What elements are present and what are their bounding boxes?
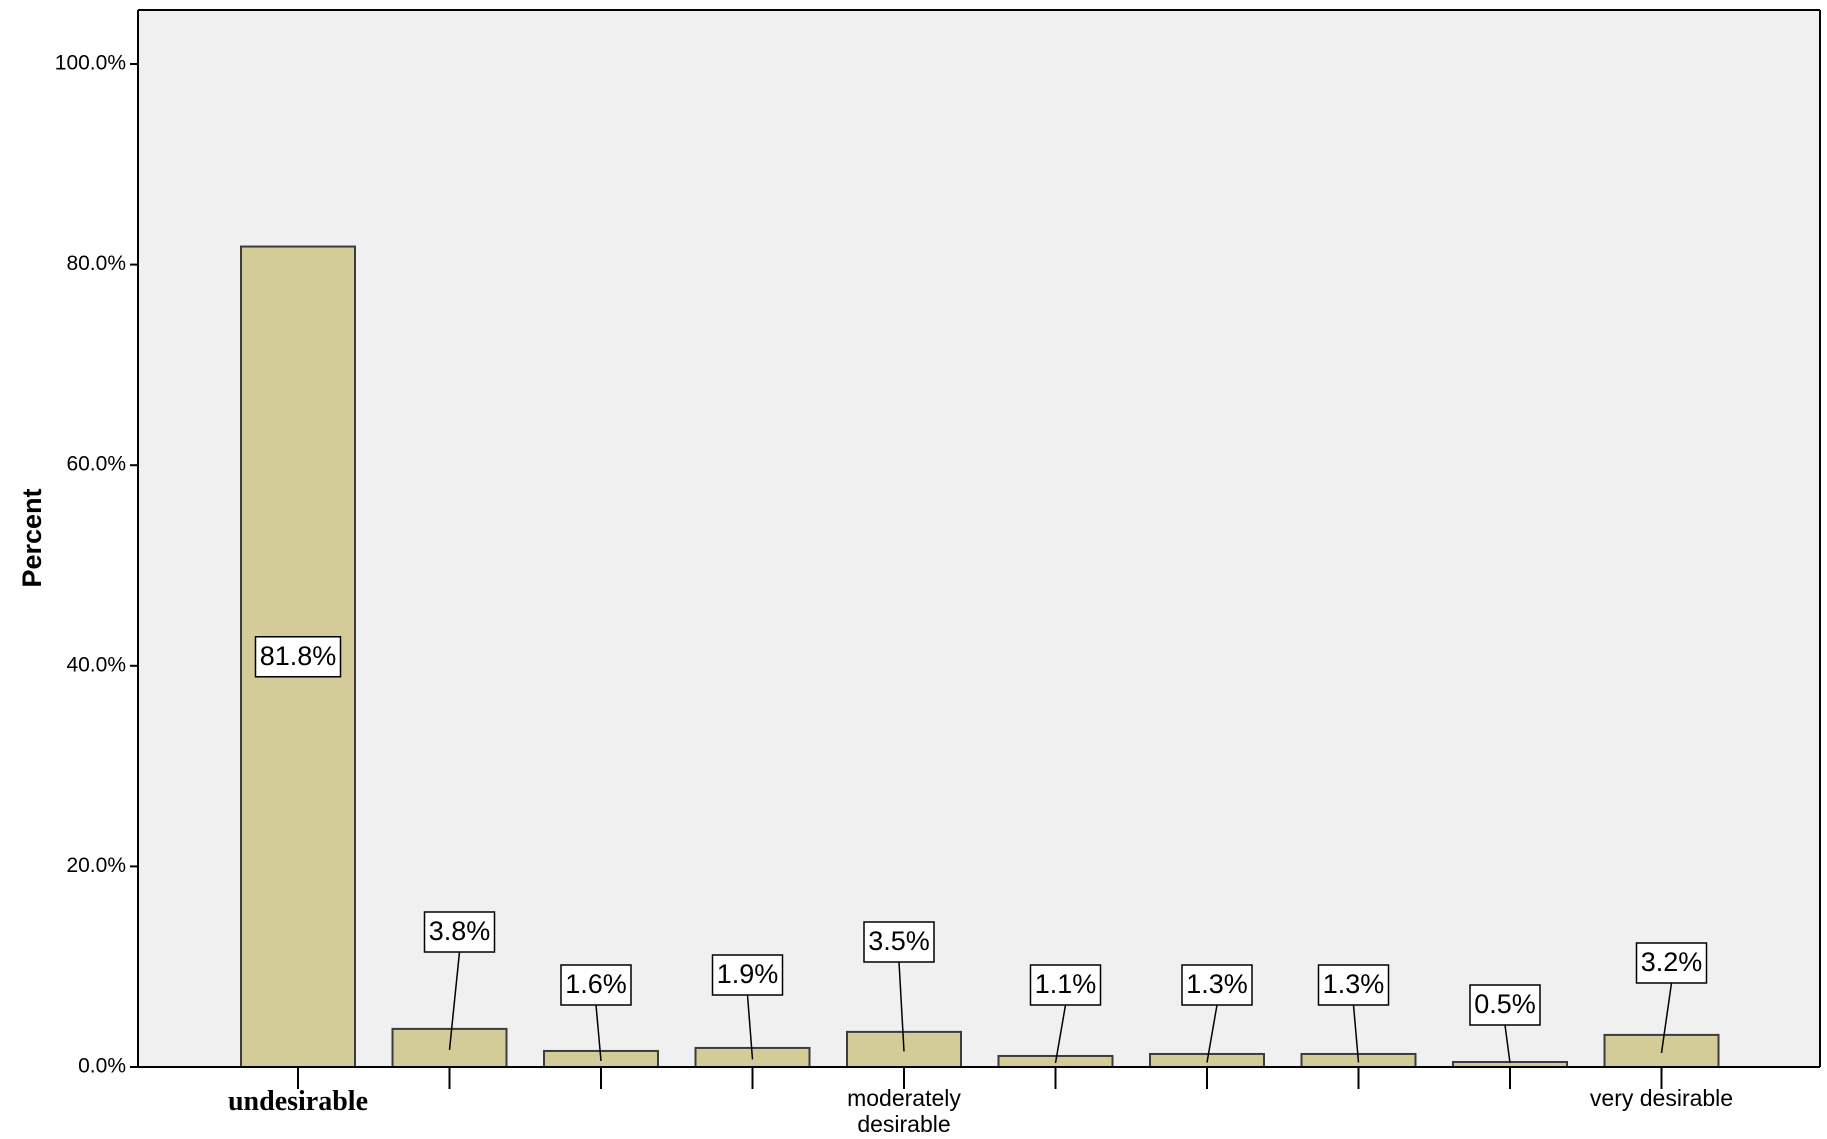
- data-label: 81.8%: [260, 641, 337, 671]
- data-label: 3.5%: [868, 926, 930, 956]
- x-category-label: undesirable: [228, 1086, 368, 1117]
- data-label: 1.3%: [1323, 969, 1385, 999]
- data-label-leader: [1504, 1024, 1511, 1064]
- data-label: 3.2%: [1641, 947, 1703, 977]
- data-label-leader: [595, 1004, 602, 1062]
- data-label-box: [863, 921, 935, 963]
- data-label: 3.8%: [429, 916, 491, 946]
- data-label-box: [423, 911, 496, 953]
- data-label-box: [254, 636, 342, 678]
- x-category-label: moderately desirable: [847, 1085, 961, 1137]
- y-tick-label: 100.0%: [55, 52, 126, 75]
- data-label-box: [1635, 942, 1708, 984]
- data-label-box: [1181, 964, 1253, 1006]
- y-tick-label: 80.0%: [66, 252, 126, 275]
- data-label-leader: [898, 961, 905, 1052]
- data-label: 1.3%: [1186, 969, 1248, 999]
- y-tick-label: 40.0%: [66, 653, 126, 676]
- y-tick-label: 20.0%: [66, 854, 126, 877]
- data-label-leader: [448, 951, 461, 1051]
- data-label: 0.5%: [1474, 989, 1536, 1019]
- data-label-box: [711, 954, 784, 996]
- data-label-leader: [1352, 1004, 1360, 1063]
- data-label-leader: [746, 994, 754, 1060]
- data-label-box: [1469, 984, 1541, 1026]
- data-label: 1.9%: [717, 959, 779, 989]
- x-ticks-group: undesirable moderately desirable very desir…: [228, 1067, 1733, 1137]
- y-axis-label: Percent: [17, 488, 47, 587]
- y-tick-label: 0.0%: [78, 1055, 126, 1078]
- data-label-leader: [1206, 1004, 1218, 1063]
- data-label-box: [1029, 964, 1102, 1006]
- data-label-box: [1317, 964, 1390, 1006]
- y-tick-label: 60.0%: [66, 453, 126, 476]
- data-label: 1.6%: [565, 969, 627, 999]
- data-label-leader: [1054, 1004, 1067, 1064]
- data-labels-group: 81.8% 3.8% 1.6% 1.9% 3.5% 1.1% 1.3% 1.3% 0.5% 3.2…: [254, 636, 1708, 1064]
- data-label-box: [560, 964, 632, 1006]
- plot-area: [138, 10, 1820, 1067]
- x-category-label: very desirable: [1590, 1085, 1733, 1111]
- data-label: 1.1%: [1035, 969, 1097, 999]
- y-ticks-group: 0.0% 20.0% 40.0% 60.0% 80.0% 100.0%: [55, 52, 138, 1078]
- data-label-leader: [1660, 982, 1673, 1054]
